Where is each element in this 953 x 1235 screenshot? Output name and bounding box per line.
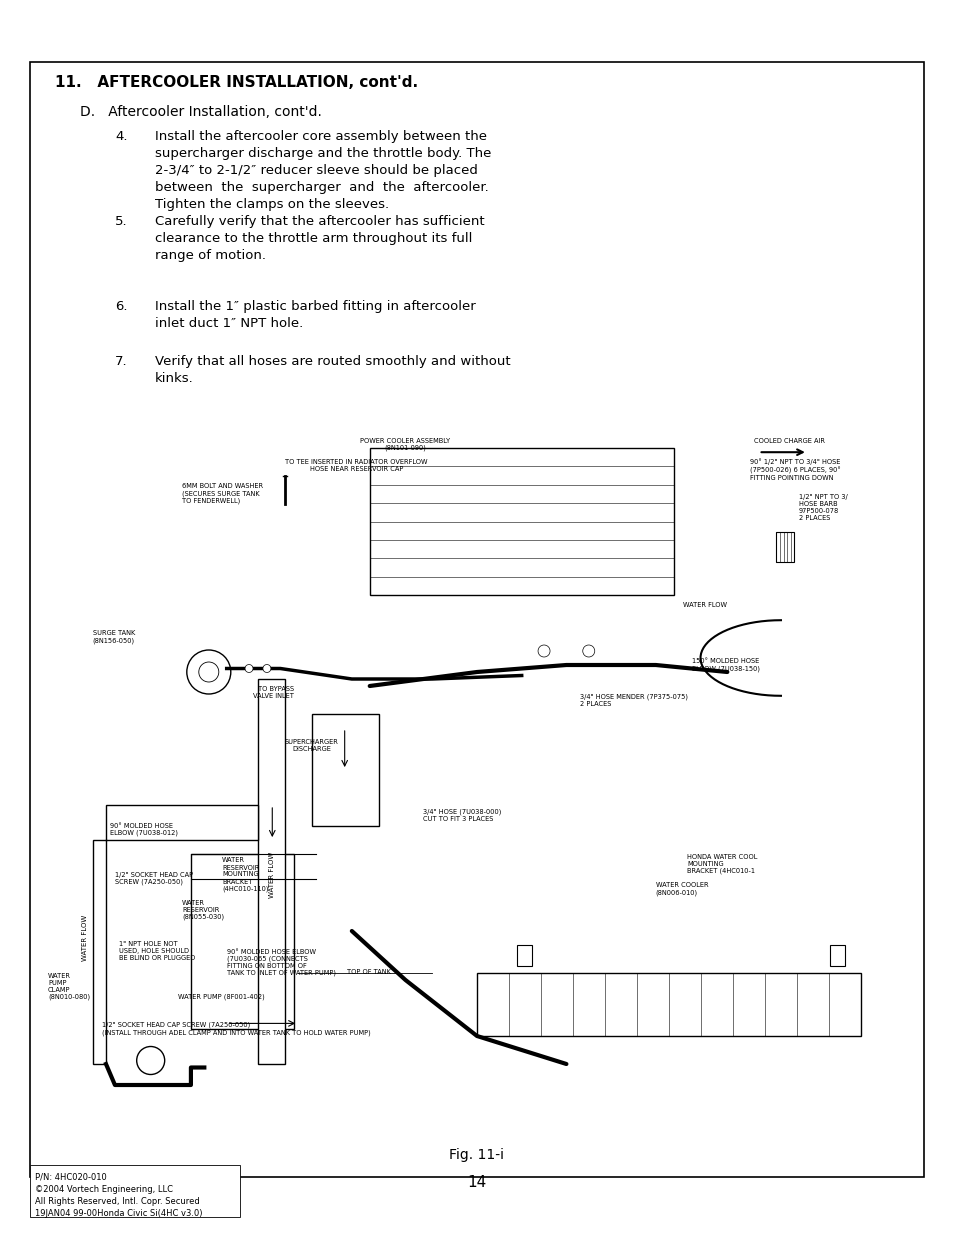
Text: WATER COOLER
(8N006-010): WATER COOLER (8N006-010)	[655, 882, 708, 895]
Text: 1" NPT HOLE NOT
USED, HOLE SHOULD
BE BLIND OR PLUGGED: 1" NPT HOLE NOT USED, HOLE SHOULD BE BLI…	[119, 941, 195, 962]
Text: Install the aftercooler core assembly between the
supercharger discharge and the: Install the aftercooler core assembly be…	[154, 130, 491, 211]
Text: 6MM BOLT AND WASHER
(SECURES SURGE TANK
TO FENDERWELL): 6MM BOLT AND WASHER (SECURES SURGE TANK …	[182, 483, 263, 504]
Text: ©2004 Vortech Engineering, LLC: ©2004 Vortech Engineering, LLC	[35, 1186, 172, 1194]
Text: COOLED CHARGE AIR: COOLED CHARGE AIR	[754, 437, 824, 443]
Text: WATER PUMP (8F001-402): WATER PUMP (8F001-402)	[177, 994, 264, 1000]
Text: HONDA WATER COOL
MOUNTING
BRACKET (4HC010-1: HONDA WATER COOL MOUNTING BRACKET (4HC01…	[686, 853, 757, 874]
Text: All Rights Reserved, Intl. Copr. Secured: All Rights Reserved, Intl. Copr. Secured	[35, 1197, 199, 1207]
Bar	[257, 679, 285, 1065]
Text: 90° MOLDED HOSE ELBOW
(7U030-065 (CONNECTS
FITTING ON BOTTOM OF
TANK TO INLET OF: 90° MOLDED HOSE ELBOW (7U030-065 (CONNEC…	[227, 948, 335, 977]
Text: WATER FLOW: WATER FLOW	[82, 915, 89, 961]
Circle shape	[187, 650, 231, 694]
Circle shape	[198, 662, 218, 682]
Text: WATER
RESERVOIR
(8N055-030): WATER RESERVOIR (8N055-030)	[182, 899, 224, 920]
Bar	[517, 945, 532, 966]
Text: 90° MOLDED HOSE
ELBOW (7U038-012): 90° MOLDED HOSE ELBOW (7U038-012)	[111, 823, 178, 836]
Text: 90° 1/2" NPT TO 3/4" HOSE
(7P500-026) 6 PLACES, 90°
FITTING POINTING DOWN: 90° 1/2" NPT TO 3/4" HOSE (7P500-026) 6 …	[749, 458, 840, 480]
Text: Install the 1″ plastic barbed fitting in aftercooler
inlet duct 1″ NPT hole.: Install the 1″ plastic barbed fitting in…	[154, 300, 476, 330]
Circle shape	[582, 645, 594, 657]
Text: WATER
PUMP
CLAMP
(8N010-080): WATER PUMP CLAMP (8N010-080)	[48, 973, 90, 1000]
Bar	[191, 853, 294, 1029]
Text: 19JAN04 99-00Honda Civic Si(4HC v3.0): 19JAN04 99-00Honda Civic Si(4HC v3.0)	[35, 1209, 202, 1218]
Text: 4.: 4.	[115, 130, 128, 143]
Circle shape	[263, 664, 271, 673]
Bar	[312, 714, 378, 826]
Text: 11.   AFTERCOOLER INSTALLATION, cont'd.: 11. AFTERCOOLER INSTALLATION, cont'd.	[55, 75, 417, 90]
Text: WATER FLOW: WATER FLOW	[269, 852, 275, 898]
Text: 5.: 5.	[115, 215, 128, 228]
Text: Verify that all hoses are routed smoothly and without
kinks.: Verify that all hoses are routed smoothl…	[154, 354, 510, 385]
Polygon shape	[92, 805, 257, 1065]
Text: SURGE TANK
(8N156-050): SURGE TANK (8N156-050)	[92, 630, 134, 643]
Text: 14: 14	[467, 1174, 486, 1191]
Text: Fig. 11-i: Fig. 11-i	[449, 1149, 504, 1162]
Text: P/N: 4HC020-010: P/N: 4HC020-010	[35, 1173, 107, 1182]
Text: TO BYPASS
VALVE INLET: TO BYPASS VALVE INLET	[253, 685, 294, 699]
Text: 1/2" SOCKET HEAD CAP
SCREW (7A250-050): 1/2" SOCKET HEAD CAP SCREW (7A250-050)	[114, 872, 193, 885]
Text: 6.: 6.	[115, 300, 128, 312]
Text: TO TEE INSERTED IN RADIATOR OVERFLOW
HOSE NEAR RESERVOIR CAP: TO TEE INSERTED IN RADIATOR OVERFLOW HOS…	[285, 458, 427, 472]
Text: 1/2" NPT TO 3/
HOSE BARB
97P500-078
2 PLACES: 1/2" NPT TO 3/ HOSE BARB 97P500-078 2 PL…	[798, 494, 846, 520]
Bar	[776, 532, 794, 562]
Text: WATER
RESERVOIR
MOUNTING
BRACKET
(4HC010-110): WATER RESERVOIR MOUNTING BRACKET (4HC010…	[222, 857, 269, 892]
Text: WATER FLOW: WATER FLOW	[682, 601, 726, 608]
Text: 3/4" HOSE (7U038-000)
CUT TO FIT 3 PLACES: 3/4" HOSE (7U038-000) CUT TO FIT 3 PLACE…	[423, 809, 501, 823]
Bar	[30, 1165, 240, 1216]
Circle shape	[537, 645, 550, 657]
Text: TOP OF TANK: TOP OF TANK	[347, 969, 391, 976]
Text: 3/4" HOSE MENDER (7P375-075)
2 PLACES: 3/4" HOSE MENDER (7P375-075) 2 PLACES	[579, 693, 687, 706]
Circle shape	[136, 1046, 165, 1074]
Bar	[370, 448, 673, 595]
Text: 7.: 7.	[115, 354, 128, 368]
Circle shape	[245, 664, 253, 673]
Text: SUPERCHARGER
DISCHARGE: SUPERCHARGER DISCHARGE	[284, 739, 338, 752]
Bar	[829, 945, 844, 966]
Text: 150° MOLDED HOSE
ELBOW (7U038-150): 150° MOLDED HOSE ELBOW (7U038-150)	[691, 658, 759, 672]
Text: 1/2" SOCKET HEAD CAP SCREW (7A250-050)
(INSTALL THROUGH ADEL CLAMP AND INTO WATE: 1/2" SOCKET HEAD CAP SCREW (7A250-050) (…	[101, 1023, 370, 1036]
Text: D.   Aftercooler Installation, cont'd.: D. Aftercooler Installation, cont'd.	[80, 105, 321, 119]
Bar	[476, 973, 861, 1036]
Text: Carefully verify that the aftercooler has sufficient
clearance to the throttle a: Carefully verify that the aftercooler ha…	[154, 215, 484, 262]
Text: POWER COOLER ASSEMBLY
(8N101-090): POWER COOLER ASSEMBLY (8N101-090)	[360, 437, 450, 451]
